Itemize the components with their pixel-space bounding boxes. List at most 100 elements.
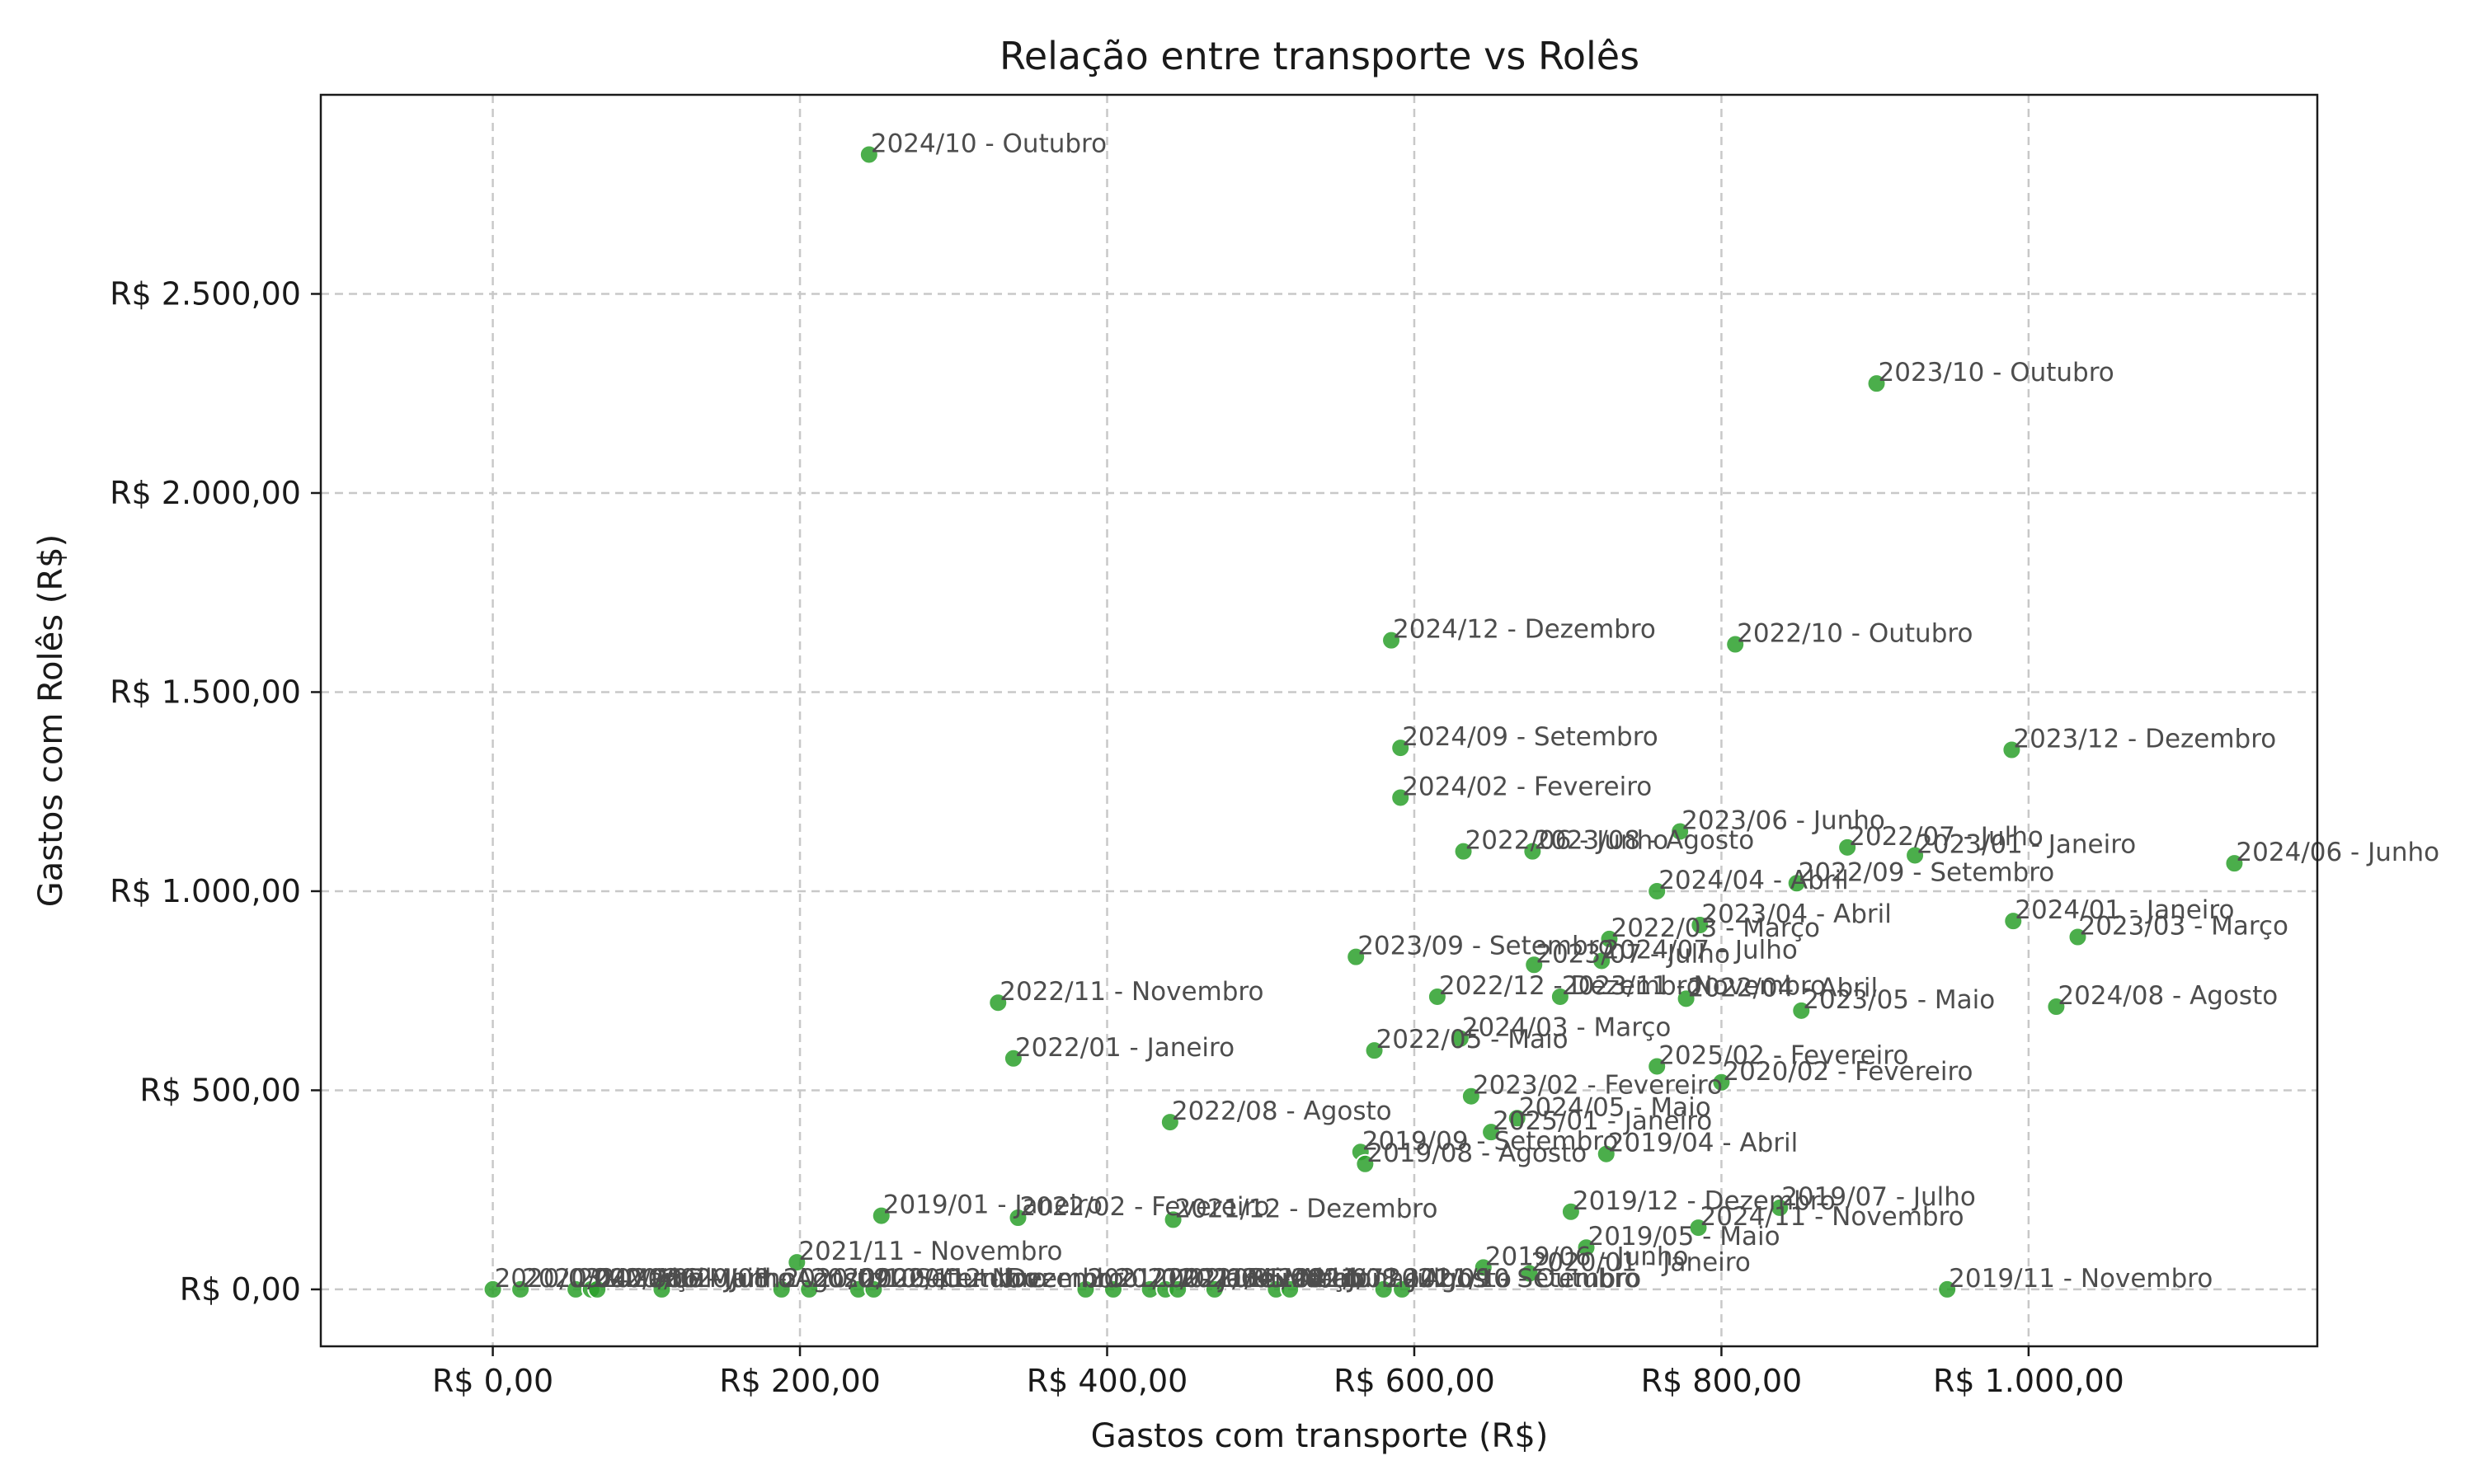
point-label: 2020/11 - Novembro	[860, 1264, 1124, 1294]
point-label: 2024/03 - Março	[1462, 1013, 1672, 1043]
x-tick-label: R$ 0,00	[432, 1363, 553, 1399]
scatter-point	[1592, 951, 1612, 971]
point-label: 2021/09 - Setembro	[1385, 1264, 1642, 1294]
point-label: 2023/07 - Julho	[1536, 939, 1730, 969]
scatter-point	[1786, 873, 1807, 894]
point-label: 2023/10 - Outubro	[1879, 358, 2114, 387]
scatter-point	[871, 1205, 891, 1226]
scatter-point	[1791, 1000, 1812, 1021]
scatter-point	[1866, 373, 1887, 394]
scatter-point	[1390, 738, 1411, 758]
point-label: 2023/02 - Fevereiro	[1473, 1071, 1723, 1101]
scatter-point	[1522, 841, 1543, 862]
point-label: 2020/01 - Janeiro	[1531, 1248, 1751, 1278]
point-label: 2023/05 - Maio	[1803, 985, 1995, 1015]
point-label: 2024/10 - Outubro	[871, 129, 1107, 158]
scatter-point	[799, 1279, 820, 1299]
point-label: 2022/01 - Janeiro	[1015, 1033, 1235, 1063]
point-label: 2021/12 - Dezembro	[1175, 1194, 1438, 1223]
point-label: 2022/10 - Outubro	[1737, 619, 1973, 649]
point-label: 2021/04 - Abril	[1167, 1264, 1357, 1294]
x-axis-label: Gastos com transporte (R$)	[1091, 1417, 1549, 1455]
y-tick-label: R$ 0,00	[180, 1271, 301, 1308]
point-label: 2023/01 - Janeiro	[1917, 829, 2136, 859]
point-label: 2021/11 - Novembro	[798, 1237, 1062, 1266]
x-tick-label: R$ 200,00	[719, 1363, 881, 1399]
point-label: 2019/11 - Novembro	[1949, 1264, 2213, 1294]
point-label: 2020/06 - Junho	[593, 1264, 797, 1294]
y-axis-label: Gastos com Rolês (R$)	[32, 534, 70, 907]
scatter-point	[1690, 915, 1710, 936]
data-points	[482, 144, 2245, 1299]
scatter-point	[1519, 1263, 1540, 1284]
point-label: 2020/02 - Fevereiro	[1723, 1057, 1973, 1087]
point-label: 2019/07 - Julho	[1781, 1182, 1976, 1212]
point-label: 2021/08 - Agosto	[1291, 1264, 1512, 1294]
point-label: 2022/03 - Março	[1611, 913, 1819, 943]
point-label: 2019/01 - Janeiro	[883, 1190, 1103, 1220]
point-labels: 2024/10 - Outubro 2023/10 - Outubro 2024/1…	[495, 129, 2440, 1293]
scatter-point	[1364, 1040, 1385, 1061]
point-label: 2022/02 - Fevereiro	[1019, 1192, 1269, 1222]
scatter-point	[1524, 955, 1545, 975]
scatter-point	[1711, 1072, 1732, 1092]
point-label: 2025/02 - Fevereiro	[1658, 1040, 1908, 1070]
point-label: 2020/08 - Agosto	[663, 1264, 883, 1294]
scatter-point	[1837, 837, 1858, 857]
point-label: 2024/01 - Janeiro	[2015, 895, 2234, 925]
scatter-point	[2046, 997, 2067, 1017]
point-label: 2019/04 - Abril	[1608, 1129, 1799, 1158]
scatter-point	[1163, 1209, 1183, 1230]
point-label: 2019/06 - Junho	[1485, 1242, 1689, 1271]
scatter-point	[1647, 881, 1667, 901]
point-label: 2024/07 - Julho	[1603, 935, 1798, 965]
point-label: 2023/06 - Junho	[1681, 806, 1885, 836]
axis-ticks: R$ 0,00 R$ 200,00 R$ 400,00 R$ 600,00 R$ 800…	[110, 275, 2124, 1399]
x-tick-label: R$ 1.000,00	[1933, 1363, 2124, 1399]
scatter-point	[651, 1279, 672, 1299]
point-label: 2021/02 - Fevereiro	[1115, 1264, 1365, 1294]
y-tick-label: R$ 1.000,00	[110, 873, 301, 909]
point-label: 2023/11 - Novembro	[1562, 971, 1826, 1001]
point-label: 2023/04 - Abril	[1701, 899, 1892, 929]
scatter-point	[482, 1279, 503, 1299]
point-label: 2024/05 - Maio	[1519, 1092, 1711, 1122]
point-label: 2021/03 - Março	[1152, 1264, 1362, 1294]
scatter-point	[1003, 1048, 1023, 1068]
point-label: 2019/09 - Setembro	[1362, 1126, 1619, 1156]
scatter-point	[1355, 1153, 1376, 1174]
point-label: 2024/04 - Abril	[1658, 866, 1849, 895]
scatter-point	[1770, 1197, 1790, 1218]
point-label: 2020/03 - Março	[495, 1264, 704, 1294]
grid	[321, 95, 2317, 1346]
point-label: 2020/09 - Setembro	[783, 1264, 1040, 1294]
scatter-point	[1481, 1122, 1502, 1143]
scatter-point	[510, 1279, 531, 1299]
point-label: 2022/05 - Maio	[1376, 1025, 1569, 1054]
scatter-point	[1599, 928, 1620, 949]
point-label: 2022/07 - Julho	[1849, 822, 2044, 852]
plot-frame	[319, 93, 2319, 1348]
scatter-point	[587, 1279, 608, 1299]
x-tick-label: R$ 400,00	[1027, 1363, 1188, 1399]
point-label: 2020/05 - Maio	[577, 1264, 769, 1294]
scatter-point	[2003, 911, 2024, 932]
scatter-point	[2224, 853, 2245, 874]
y-tick-label: R$ 1.500,00	[110, 674, 301, 710]
point-label: 2024/08 - Agosto	[2058, 981, 2278, 1011]
scatter-point	[1392, 1279, 1413, 1299]
scatter-point	[1346, 946, 1366, 967]
point-label: 2019/12 - Dezembro	[1573, 1186, 1836, 1216]
point-label: 2024/02 - Fevereiro	[1402, 772, 1652, 801]
scatter-point	[1905, 845, 1926, 866]
scatter-point	[1670, 821, 1691, 842]
point-label: 2024/09 - Setembro	[1402, 722, 1658, 752]
y-tick-label: R$ 2.000,00	[110, 475, 301, 511]
point-label: 2022/06 - Junho	[1465, 826, 1669, 856]
point-label: 2020/04 - Abril	[522, 1264, 713, 1294]
scatter-point	[1159, 1112, 1180, 1133]
point-label: 2022/12 - Dezembro	[1439, 971, 1702, 1001]
point-label: 2021/01 - Janeiro	[1087, 1264, 1306, 1294]
